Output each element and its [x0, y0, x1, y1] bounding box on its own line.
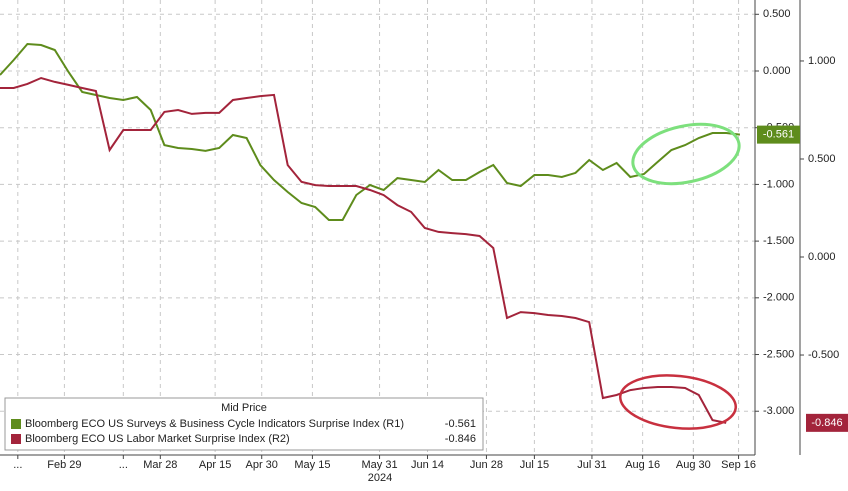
highlight-ellipse [631, 122, 741, 186]
last-value-label: -0.846 [811, 417, 842, 429]
lines [0, 42, 741, 424]
axes: ... Feb 29... Mar 28 Apr 15 Apr 30 May 15 May … [13, 8, 848, 471]
last-value-label: -0.561 [763, 129, 794, 141]
y-tick-label: -3.000 [763, 405, 794, 417]
x-tick-label: ... [13, 459, 22, 471]
x-tick-label: Sep 16 [721, 459, 756, 471]
legend-swatch [11, 419, 21, 429]
legend: Mid Price [4, 397, 484, 451]
y2-tick-label: -0.500 [808, 349, 839, 361]
legend-label: Bloomberg ECO US Surveys & Business Cycl… [25, 418, 404, 430]
x-tick-label: Feb 29 [47, 459, 81, 471]
x-tick-label: Jul 15 [520, 459, 549, 471]
x-tick-label: Apr 30 [246, 459, 278, 471]
x-tick-label: Aug 30 [676, 459, 711, 471]
series-line [0, 42, 741, 221]
x-tick-label: Jun 14 [411, 459, 444, 471]
last-value-box [757, 125, 800, 144]
x-tick-label: Jun 28 [470, 459, 503, 471]
x-tick-label: Mar 28 [143, 459, 177, 471]
x-tick-label: ... [119, 459, 128, 471]
y2-tick-label: 0.000 [808, 251, 836, 263]
highlight-ellipse [619, 374, 737, 430]
y-tick-label: 0.000 [763, 65, 791, 77]
x-tick-label: Apr 15 [199, 459, 231, 471]
legend-label: Bloomberg ECO US Labor Market Surprise I… [25, 433, 290, 445]
x-tick-label: Aug 16 [625, 459, 660, 471]
y-tick-label: -2.000 [763, 292, 794, 304]
last-value-box [806, 413, 848, 432]
y2-tick-label: 1.000 [808, 55, 836, 67]
grid [0, 0, 755, 455]
y-tick-label: -2.500 [763, 348, 794, 360]
y-tick-label: -1.500 [763, 235, 794, 247]
legend-box [4, 397, 484, 451]
legend-value: -0.561 [445, 418, 476, 430]
y-tick-label: -1.000 [763, 178, 794, 190]
x-tick-label: May 15 [294, 459, 330, 471]
x-axis-year: 2024 [368, 472, 392, 484]
legend-swatch [11, 434, 21, 444]
legend-title: Mid Price [221, 402, 267, 414]
x-tick-label: Jul 31 [577, 459, 606, 471]
y2-tick-label: 0.500 [808, 153, 836, 165]
series-line [0, 76, 727, 424]
legend-value: -0.846 [445, 433, 476, 445]
y-tick-label: 0.500 [763, 8, 791, 20]
x-tick-label: May 31 [362, 459, 398, 471]
